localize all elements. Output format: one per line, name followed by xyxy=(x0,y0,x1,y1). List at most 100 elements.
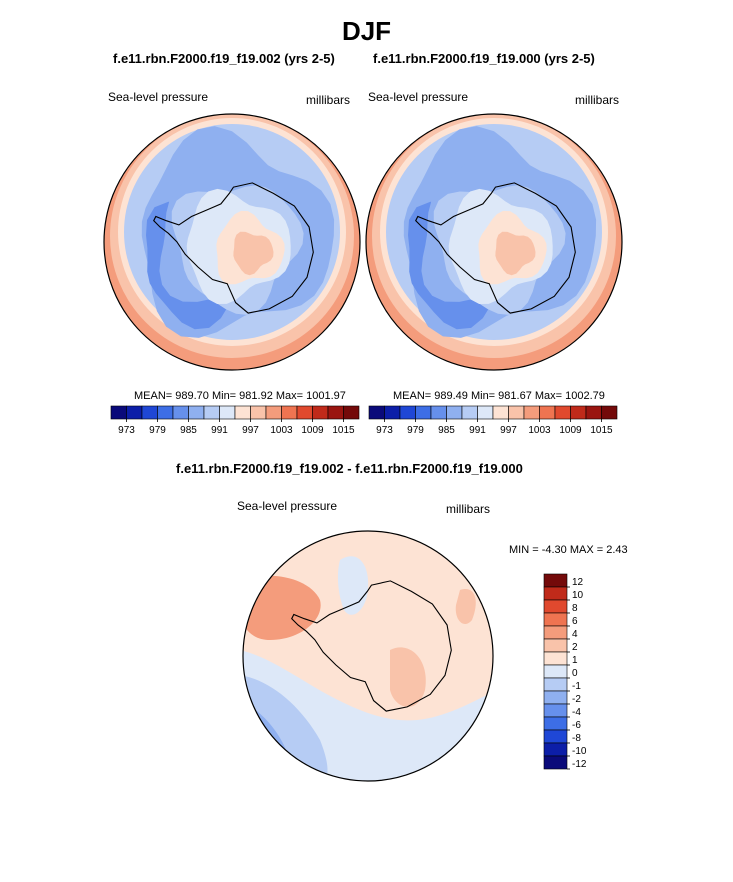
colorbar-tick-label: 1003 xyxy=(528,425,551,436)
colorbar-tick-label: -6 xyxy=(572,720,581,731)
diff-variable-label: Sea-level pressure xyxy=(237,499,338,513)
colorbar-swatch xyxy=(430,405,447,420)
colorbar-swatch xyxy=(508,405,525,420)
colorbar-swatch xyxy=(219,405,236,420)
colorbar-swatch xyxy=(415,405,432,420)
colorbar-swatch xyxy=(543,612,568,627)
left-polar-map xyxy=(103,113,361,371)
map-boundary xyxy=(365,113,623,371)
colorbar-tick-label: 6 xyxy=(572,616,578,627)
colorbar-tick-label: -8 xyxy=(572,733,581,744)
diff-units-label: millibars xyxy=(446,502,491,516)
colorbar-tick-label: 985 xyxy=(438,425,455,436)
colorbar-swatch xyxy=(327,405,344,420)
left-case-title: f.e11.rbn.F2000.f19_f19.002 (yrs 2-5) xyxy=(113,51,335,66)
colorbar-tick-label: 973 xyxy=(376,425,393,436)
diff-polar-map xyxy=(242,530,494,782)
map-field xyxy=(366,114,622,370)
colorbar-swatch xyxy=(543,651,568,666)
colorbar-swatch xyxy=(312,405,329,420)
colorbar-swatch xyxy=(250,405,267,420)
colorbar-swatch xyxy=(543,677,568,692)
colorbar-swatch xyxy=(543,729,568,744)
colorbar-swatch xyxy=(141,405,158,420)
colorbar-swatch xyxy=(188,405,205,420)
colorbar-swatch xyxy=(384,405,401,420)
colorbar-swatch xyxy=(585,405,602,420)
colorbar-swatch xyxy=(477,405,494,420)
colorbar-tick-label: 1015 xyxy=(332,425,355,436)
right-case-title: f.e11.rbn.F2000.f19_f19.000 (yrs 2-5) xyxy=(373,51,595,66)
figure-title: DJF xyxy=(341,16,392,46)
colorbar-tick-label: 2 xyxy=(572,642,578,653)
colorbar-tick-label: 985 xyxy=(180,425,197,436)
colorbar-tick-label: 8 xyxy=(572,603,578,614)
colorbar-swatch xyxy=(570,405,587,420)
colorbar-swatch xyxy=(543,599,568,614)
right-polar-map xyxy=(365,113,623,371)
colorbar-swatch xyxy=(543,625,568,640)
colorbar-tick-label: -4 xyxy=(572,707,581,718)
colorbar-tick-label: 1 xyxy=(572,655,578,666)
colorbar-tick-label: 1009 xyxy=(301,425,324,436)
colorbar-swatch xyxy=(543,716,568,731)
coastline xyxy=(415,182,576,314)
colorbar-tick-label: 997 xyxy=(242,425,259,436)
left-units-label: millibars xyxy=(306,93,351,107)
colorbar-tick-label: 979 xyxy=(407,425,424,436)
colorbar-swatch xyxy=(343,405,360,420)
colorbar-swatch xyxy=(446,405,463,420)
colorbar-swatch xyxy=(110,405,127,420)
colorbar-swatch xyxy=(543,573,568,588)
colorbar-tick-label: 973 xyxy=(118,425,135,436)
map-field xyxy=(104,114,360,370)
colorbar-swatch xyxy=(157,405,174,420)
colorbar-tick-label: -2 xyxy=(572,694,581,705)
colorbar-swatch xyxy=(523,405,540,420)
colorbar-tick-label: 979 xyxy=(149,425,166,436)
colorbar-tick-label: 991 xyxy=(211,425,228,436)
map-boundary xyxy=(242,530,494,782)
right-units-label: millibars xyxy=(575,93,620,107)
left-stats: MEAN= 989.70 Min= 981.92 Max= 1001.97 xyxy=(134,390,346,402)
map-boundary xyxy=(103,113,361,371)
colorbar-swatch xyxy=(539,405,556,420)
colorbar-swatch xyxy=(543,755,568,770)
coastline xyxy=(291,580,452,712)
diff-minmax: MIN = -4.30 MAX = 2.43 xyxy=(509,544,628,556)
colorbar-tick-label: 0 xyxy=(572,668,578,679)
colorbar-swatch xyxy=(543,664,568,679)
colorbar-swatch xyxy=(172,405,189,420)
colorbar-tick-label: 997 xyxy=(500,425,517,436)
colorbar-tick-label: 1009 xyxy=(559,425,582,436)
coastline xyxy=(153,182,314,314)
colorbar-swatch xyxy=(601,405,618,420)
colorbar-tick-label: 1015 xyxy=(590,425,613,436)
colorbar-tick-label: 4 xyxy=(572,629,578,640)
left-colorbar: 973 979 985 991 997 1003 1009 1015 xyxy=(110,405,360,436)
colorbar-swatch xyxy=(543,690,568,705)
right-colorbar: 973 979 985 991 997 1003 1009 1015 xyxy=(368,405,618,436)
colorbar-swatch xyxy=(543,586,568,601)
colorbar-swatch xyxy=(543,638,568,653)
colorbar-swatch xyxy=(492,405,509,420)
colorbar-tick-label: 12 xyxy=(572,577,584,588)
colorbar-swatch xyxy=(126,405,143,420)
colorbar-tick-label: 1003 xyxy=(270,425,293,436)
colorbar-swatch xyxy=(543,742,568,757)
colorbar-swatch xyxy=(296,405,313,420)
colorbar-swatch xyxy=(461,405,478,420)
colorbar-tick-label: 991 xyxy=(469,425,486,436)
colorbar-swatch xyxy=(203,405,220,420)
right-variable-label: Sea-level pressure xyxy=(368,90,469,104)
colorbar-tick-label: -12 xyxy=(572,759,587,770)
colorbar-swatch xyxy=(234,405,251,420)
colorbar-tick-label: 10 xyxy=(572,590,584,601)
colorbar-swatch xyxy=(368,405,385,420)
left-variable-label: Sea-level pressure xyxy=(108,90,209,104)
colorbar-swatch xyxy=(543,703,568,718)
colorbar-swatch xyxy=(281,405,298,420)
colorbar-swatch xyxy=(399,405,416,420)
diff-title: f.e11.rbn.F2000.f19_f19.002 - f.e11.rbn.… xyxy=(176,461,523,476)
